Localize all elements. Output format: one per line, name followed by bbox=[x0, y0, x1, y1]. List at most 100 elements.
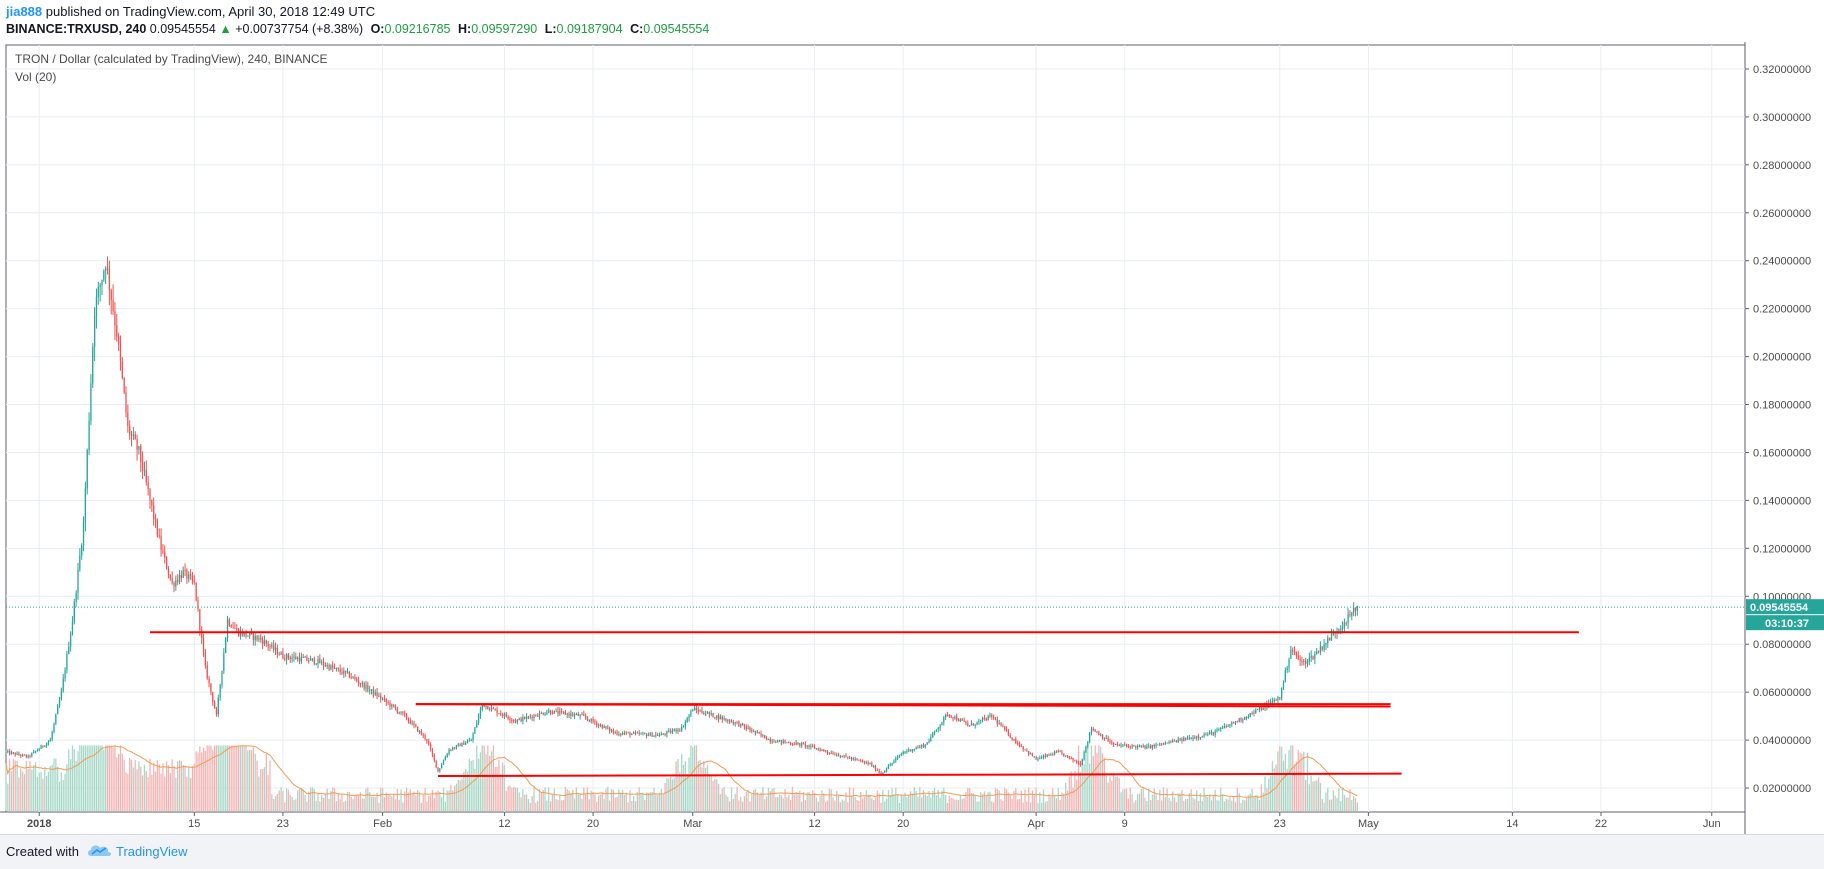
candle-body bbox=[1039, 757, 1041, 759]
volume-bar bbox=[452, 790, 454, 811]
candle-body bbox=[633, 732, 635, 734]
y-tick-label: 0.22000000 bbox=[1753, 304, 1811, 316]
volume-bar bbox=[1312, 781, 1314, 811]
volume-bar bbox=[939, 797, 941, 811]
volume-bar bbox=[202, 747, 205, 811]
volume-bar bbox=[197, 752, 199, 811]
candle-body bbox=[285, 654, 288, 660]
candle-body bbox=[1253, 712, 1255, 714]
volume-bar bbox=[1354, 797, 1357, 811]
candle-body bbox=[505, 713, 507, 717]
volume-bar bbox=[821, 790, 823, 811]
volume-bar bbox=[261, 769, 264, 811]
candle-body bbox=[535, 715, 537, 717]
volume-bar bbox=[963, 798, 965, 811]
volume-bar bbox=[917, 796, 919, 811]
candle-body bbox=[1304, 660, 1307, 664]
volume-bar bbox=[887, 790, 890, 811]
candle-body bbox=[529, 716, 531, 718]
volume-bar bbox=[592, 791, 594, 811]
candle-body bbox=[699, 710, 701, 712]
candle-body bbox=[717, 715, 720, 720]
candle-body bbox=[1295, 651, 1298, 656]
volume-bar bbox=[158, 764, 160, 811]
volume-bar bbox=[223, 745, 225, 811]
volume-bar bbox=[500, 777, 502, 811]
author-link[interactable]: jia888 bbox=[6, 4, 43, 19]
volume-bar bbox=[1035, 787, 1037, 811]
volume-bar bbox=[402, 802, 404, 811]
chart-area[interactable]: 0.02000000 0.04000000 0.06000000 0.08000000… bbox=[0, 42, 1824, 834]
candle-body bbox=[1020, 746, 1022, 748]
volume-bar bbox=[751, 793, 753, 811]
candle-body bbox=[537, 715, 539, 717]
candle-body bbox=[476, 722, 478, 728]
volume-bar bbox=[1017, 799, 1019, 811]
candle-body bbox=[116, 325, 118, 337]
tradingview-cloud-icon[interactable] bbox=[86, 841, 112, 861]
volume-bar bbox=[666, 778, 668, 811]
volume-bar bbox=[664, 782, 666, 811]
candle-body bbox=[736, 722, 738, 724]
candle-body bbox=[343, 670, 345, 674]
candle-body bbox=[287, 654, 290, 658]
candle-body bbox=[970, 723, 973, 726]
candle-body bbox=[1194, 737, 1196, 739]
candle-body bbox=[1314, 653, 1316, 659]
price-chart[interactable]: 0.020000000.040000000.060000000.08000000… bbox=[0, 42, 1824, 834]
volume-bar bbox=[996, 789, 998, 811]
candle-body bbox=[44, 745, 46, 747]
candle-body bbox=[677, 730, 679, 732]
candle-body bbox=[525, 716, 528, 719]
candle-body bbox=[1297, 655, 1299, 660]
candle-body bbox=[1017, 743, 1019, 745]
candle-body bbox=[1103, 738, 1106, 740]
candle-body bbox=[93, 315, 96, 347]
volume-bar bbox=[1210, 800, 1213, 811]
candle-body bbox=[9, 751, 11, 754]
volume-bar bbox=[802, 792, 805, 811]
volume-bar bbox=[350, 797, 352, 811]
volume-bar bbox=[308, 791, 310, 811]
candle-body bbox=[1162, 743, 1165, 745]
candle-body bbox=[668, 730, 670, 732]
volume-bar bbox=[1142, 787, 1144, 811]
volume-bar bbox=[117, 753, 120, 811]
tradingview-brand-link[interactable]: TradingView bbox=[116, 844, 188, 859]
candle-body bbox=[701, 710, 703, 713]
candle-body bbox=[878, 770, 880, 773]
candle-body bbox=[125, 392, 127, 413]
volume-bar bbox=[585, 793, 587, 811]
volume-bar bbox=[1227, 799, 1229, 811]
volume-bar bbox=[701, 767, 703, 811]
candle-body bbox=[261, 639, 264, 645]
volume-bar bbox=[297, 790, 299, 811]
candle-body bbox=[485, 706, 487, 708]
candle-body bbox=[411, 722, 413, 724]
volume-bar bbox=[188, 767, 190, 811]
candle-body bbox=[132, 434, 135, 436]
candle-body bbox=[588, 719, 591, 722]
candle-body bbox=[1068, 756, 1070, 758]
y-tick-label: 0.26000000 bbox=[1753, 208, 1811, 220]
candle-body bbox=[335, 667, 338, 669]
volume-bar bbox=[1190, 789, 1192, 811]
volume-bar bbox=[1247, 795, 1250, 811]
candle-body bbox=[832, 752, 834, 755]
y-tick-label: 0.08000000 bbox=[1753, 639, 1811, 651]
volume-bar bbox=[876, 790, 878, 811]
volume-bar bbox=[284, 802, 286, 811]
volume-bar bbox=[793, 794, 795, 811]
candle-body bbox=[75, 592, 77, 602]
candle-body bbox=[642, 733, 644, 735]
candle-body bbox=[117, 336, 120, 344]
series-legend: TRON / Dollar (calculated by TradingView… bbox=[15, 52, 328, 66]
volume-bar bbox=[1146, 801, 1148, 811]
volume-bar bbox=[141, 775, 144, 811]
candle-body bbox=[871, 763, 873, 767]
volume-bar bbox=[1039, 792, 1041, 811]
volume-bar bbox=[804, 800, 806, 811]
volume-bar bbox=[9, 759, 11, 811]
candle-body bbox=[328, 665, 330, 670]
candle-body bbox=[682, 726, 685, 728]
